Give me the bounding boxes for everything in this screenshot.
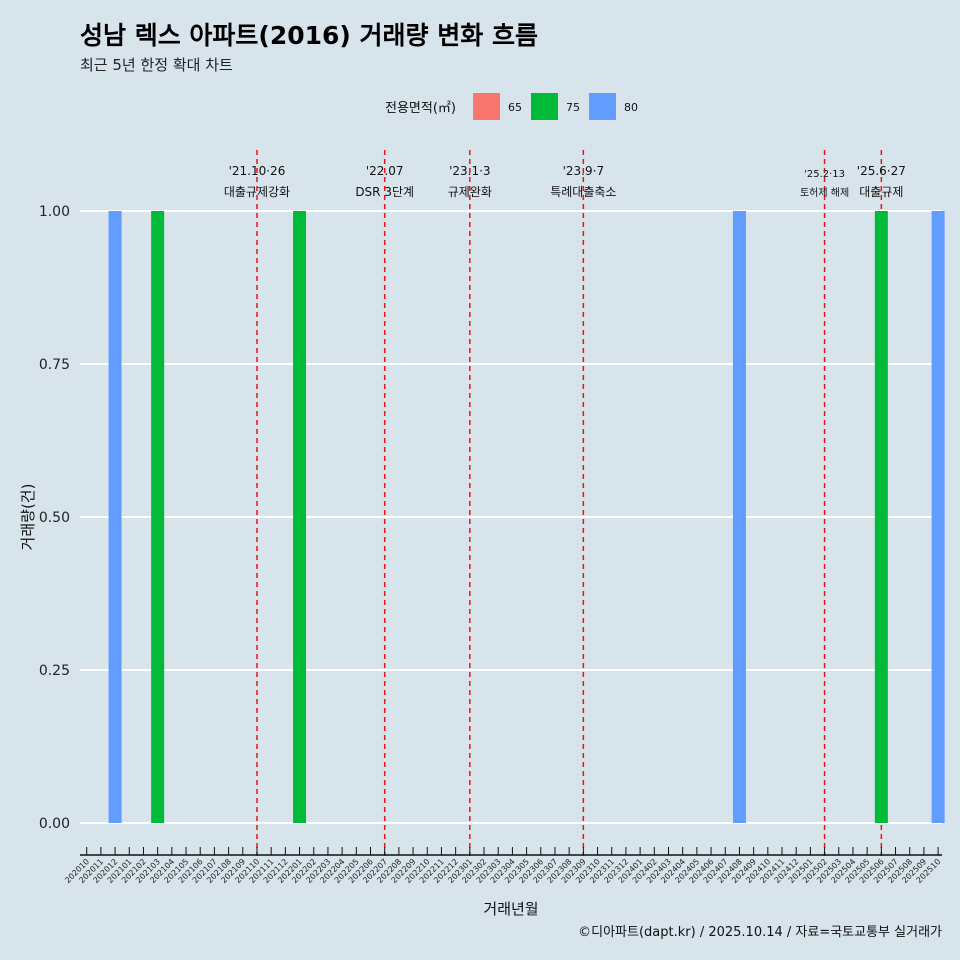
legend-swatch-80 bbox=[589, 93, 616, 120]
bar-202201 bbox=[293, 211, 307, 823]
legend-label-75: 75 bbox=[566, 101, 580, 114]
event-date: '25.6·27 bbox=[857, 164, 906, 178]
caption: ©디아파트(dapt.kr) / 2025.10.14 / 자료=국토교통부 실… bbox=[578, 925, 942, 940]
legend: 전용면적(㎡) 65 75 80 bbox=[385, 93, 638, 120]
event-date: '22.07 bbox=[366, 164, 404, 178]
grid bbox=[80, 210, 942, 824]
y-tick-label: 0.75 bbox=[39, 357, 70, 373]
y-tick-label: 0.00 bbox=[39, 816, 70, 832]
legend-swatch-65 bbox=[473, 93, 500, 120]
bar-202510 bbox=[931, 211, 945, 823]
event-date: '23.9·7 bbox=[563, 164, 604, 178]
event-label: 대출규제강화 bbox=[224, 185, 290, 199]
event-lines: '21.10·26 대출규제강화 '22.07 DSR 3단계 '23.1·3 규제완화 '… bbox=[224, 150, 906, 856]
bar-202103 bbox=[151, 211, 165, 823]
x-axis-label: 거래년월 bbox=[483, 900, 538, 918]
x-axis: 2020102020112020122021012021022021032021… bbox=[63, 847, 943, 885]
legend-label-80: 80 bbox=[624, 101, 638, 114]
bar-202408 bbox=[732, 211, 746, 823]
legend-label-65: 65 bbox=[508, 101, 522, 114]
chart-subtitle: 최근 5년 한정 확대 차트 bbox=[80, 56, 233, 74]
y-axis-label: 거래량(건) bbox=[19, 484, 37, 551]
chart-title: 성남 렉스 아파트(2016) 거래량 변화 흐름 bbox=[80, 21, 538, 50]
event-date: '21.10·26 bbox=[229, 164, 286, 178]
bar-202012 bbox=[108, 211, 122, 823]
event-date: '23.1·3 bbox=[449, 164, 490, 178]
bar-202506 bbox=[874, 211, 888, 823]
event-label: DSR 3단계 bbox=[355, 185, 414, 199]
bars bbox=[108, 211, 945, 823]
y-axis: 0.00 0.25 0.50 0.75 1.00 bbox=[39, 204, 70, 832]
event-date: '25.2·13 bbox=[804, 169, 845, 180]
event-label: 규제완화 bbox=[448, 185, 492, 199]
legend-title: 전용면적(㎡) bbox=[385, 101, 456, 116]
y-tick-label: 0.25 bbox=[39, 663, 70, 679]
event-label: 특례대출축소 bbox=[550, 185, 616, 199]
y-tick-label: 1.00 bbox=[39, 204, 70, 220]
event-label: 대출규제 bbox=[859, 185, 903, 199]
legend-swatch-75 bbox=[531, 93, 558, 120]
event-label: 토허제 해제 bbox=[800, 186, 849, 199]
y-tick-label: 0.50 bbox=[39, 510, 70, 526]
